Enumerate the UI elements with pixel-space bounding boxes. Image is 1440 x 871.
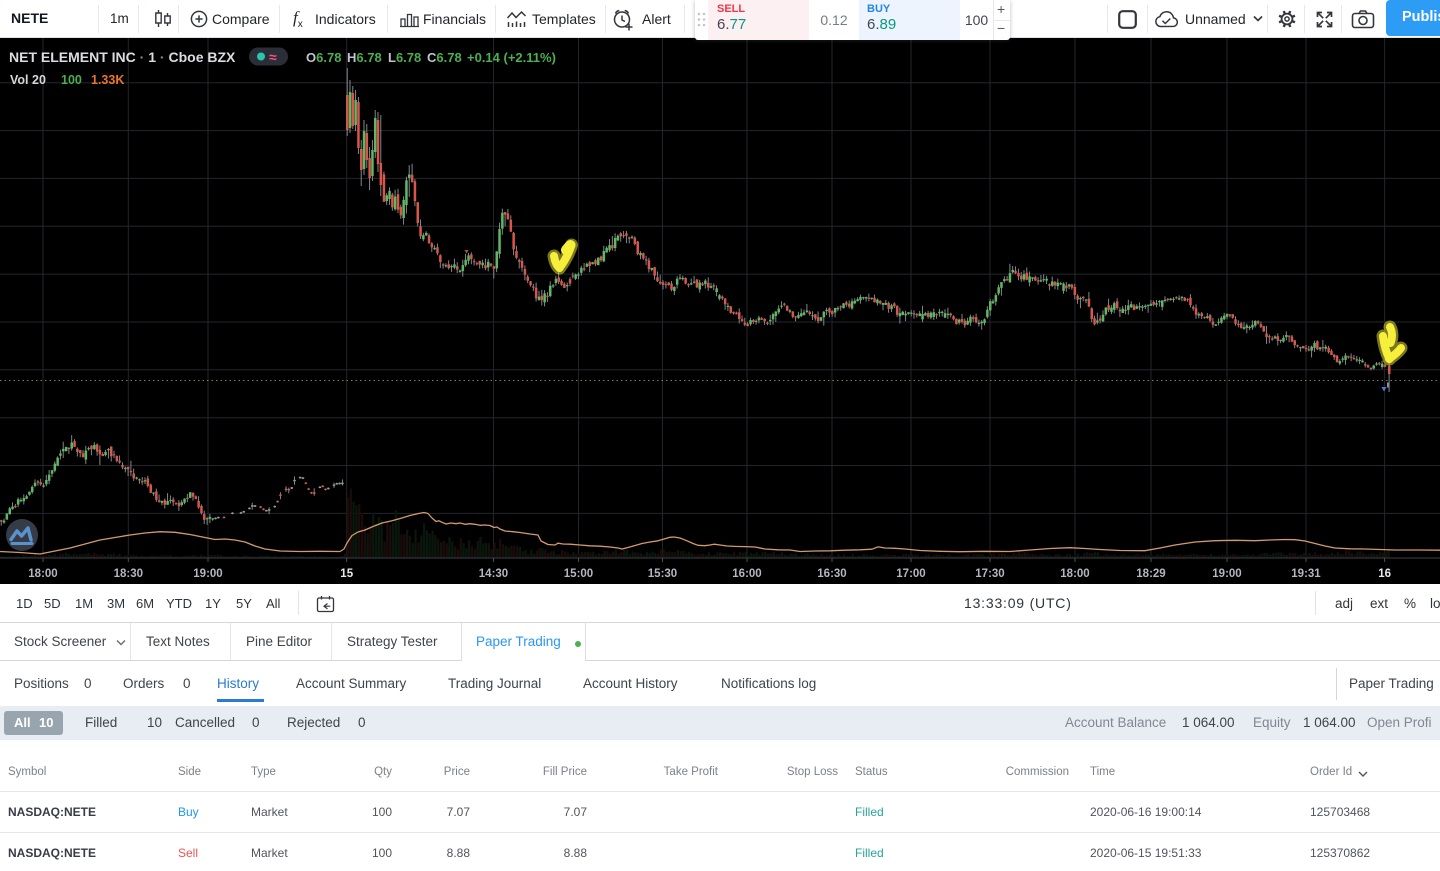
svg-text:17:00: 17:00 (896, 568, 925, 580)
svg-text:15: 15 (340, 568, 353, 580)
svg-text:Vol 20: Vol 20 (10, 73, 46, 87)
svg-text:100: 100 (61, 73, 82, 87)
svg-text:16:30: 16:30 (817, 568, 846, 580)
svg-text:≈: ≈ (269, 49, 277, 65)
svg-text:14:30: 14:30 (479, 568, 508, 580)
svg-text:15:00: 15:00 (564, 568, 593, 580)
svg-text:19:00: 19:00 (193, 568, 222, 580)
svg-text:1.33K: 1.33K (91, 73, 124, 87)
svg-text:18:29: 18:29 (1136, 568, 1165, 580)
svg-text:NET ELEMENT INC · 1 · Cboe BZX: NET ELEMENT INC · 1 · Cboe BZX (9, 49, 236, 65)
svg-text:17:30: 17:30 (975, 568, 1004, 580)
svg-text:18:00: 18:00 (28, 568, 57, 580)
svg-text:18:30: 18:30 (114, 568, 143, 580)
svg-text:19:31: 19:31 (1291, 568, 1321, 580)
svg-text:16:00: 16:00 (732, 568, 761, 580)
svg-text:18:00: 18:00 (1060, 568, 1089, 580)
svg-text:16: 16 (1378, 568, 1391, 580)
svg-text:15:30: 15:30 (648, 568, 677, 580)
svg-text:19:00: 19:00 (1212, 568, 1241, 580)
